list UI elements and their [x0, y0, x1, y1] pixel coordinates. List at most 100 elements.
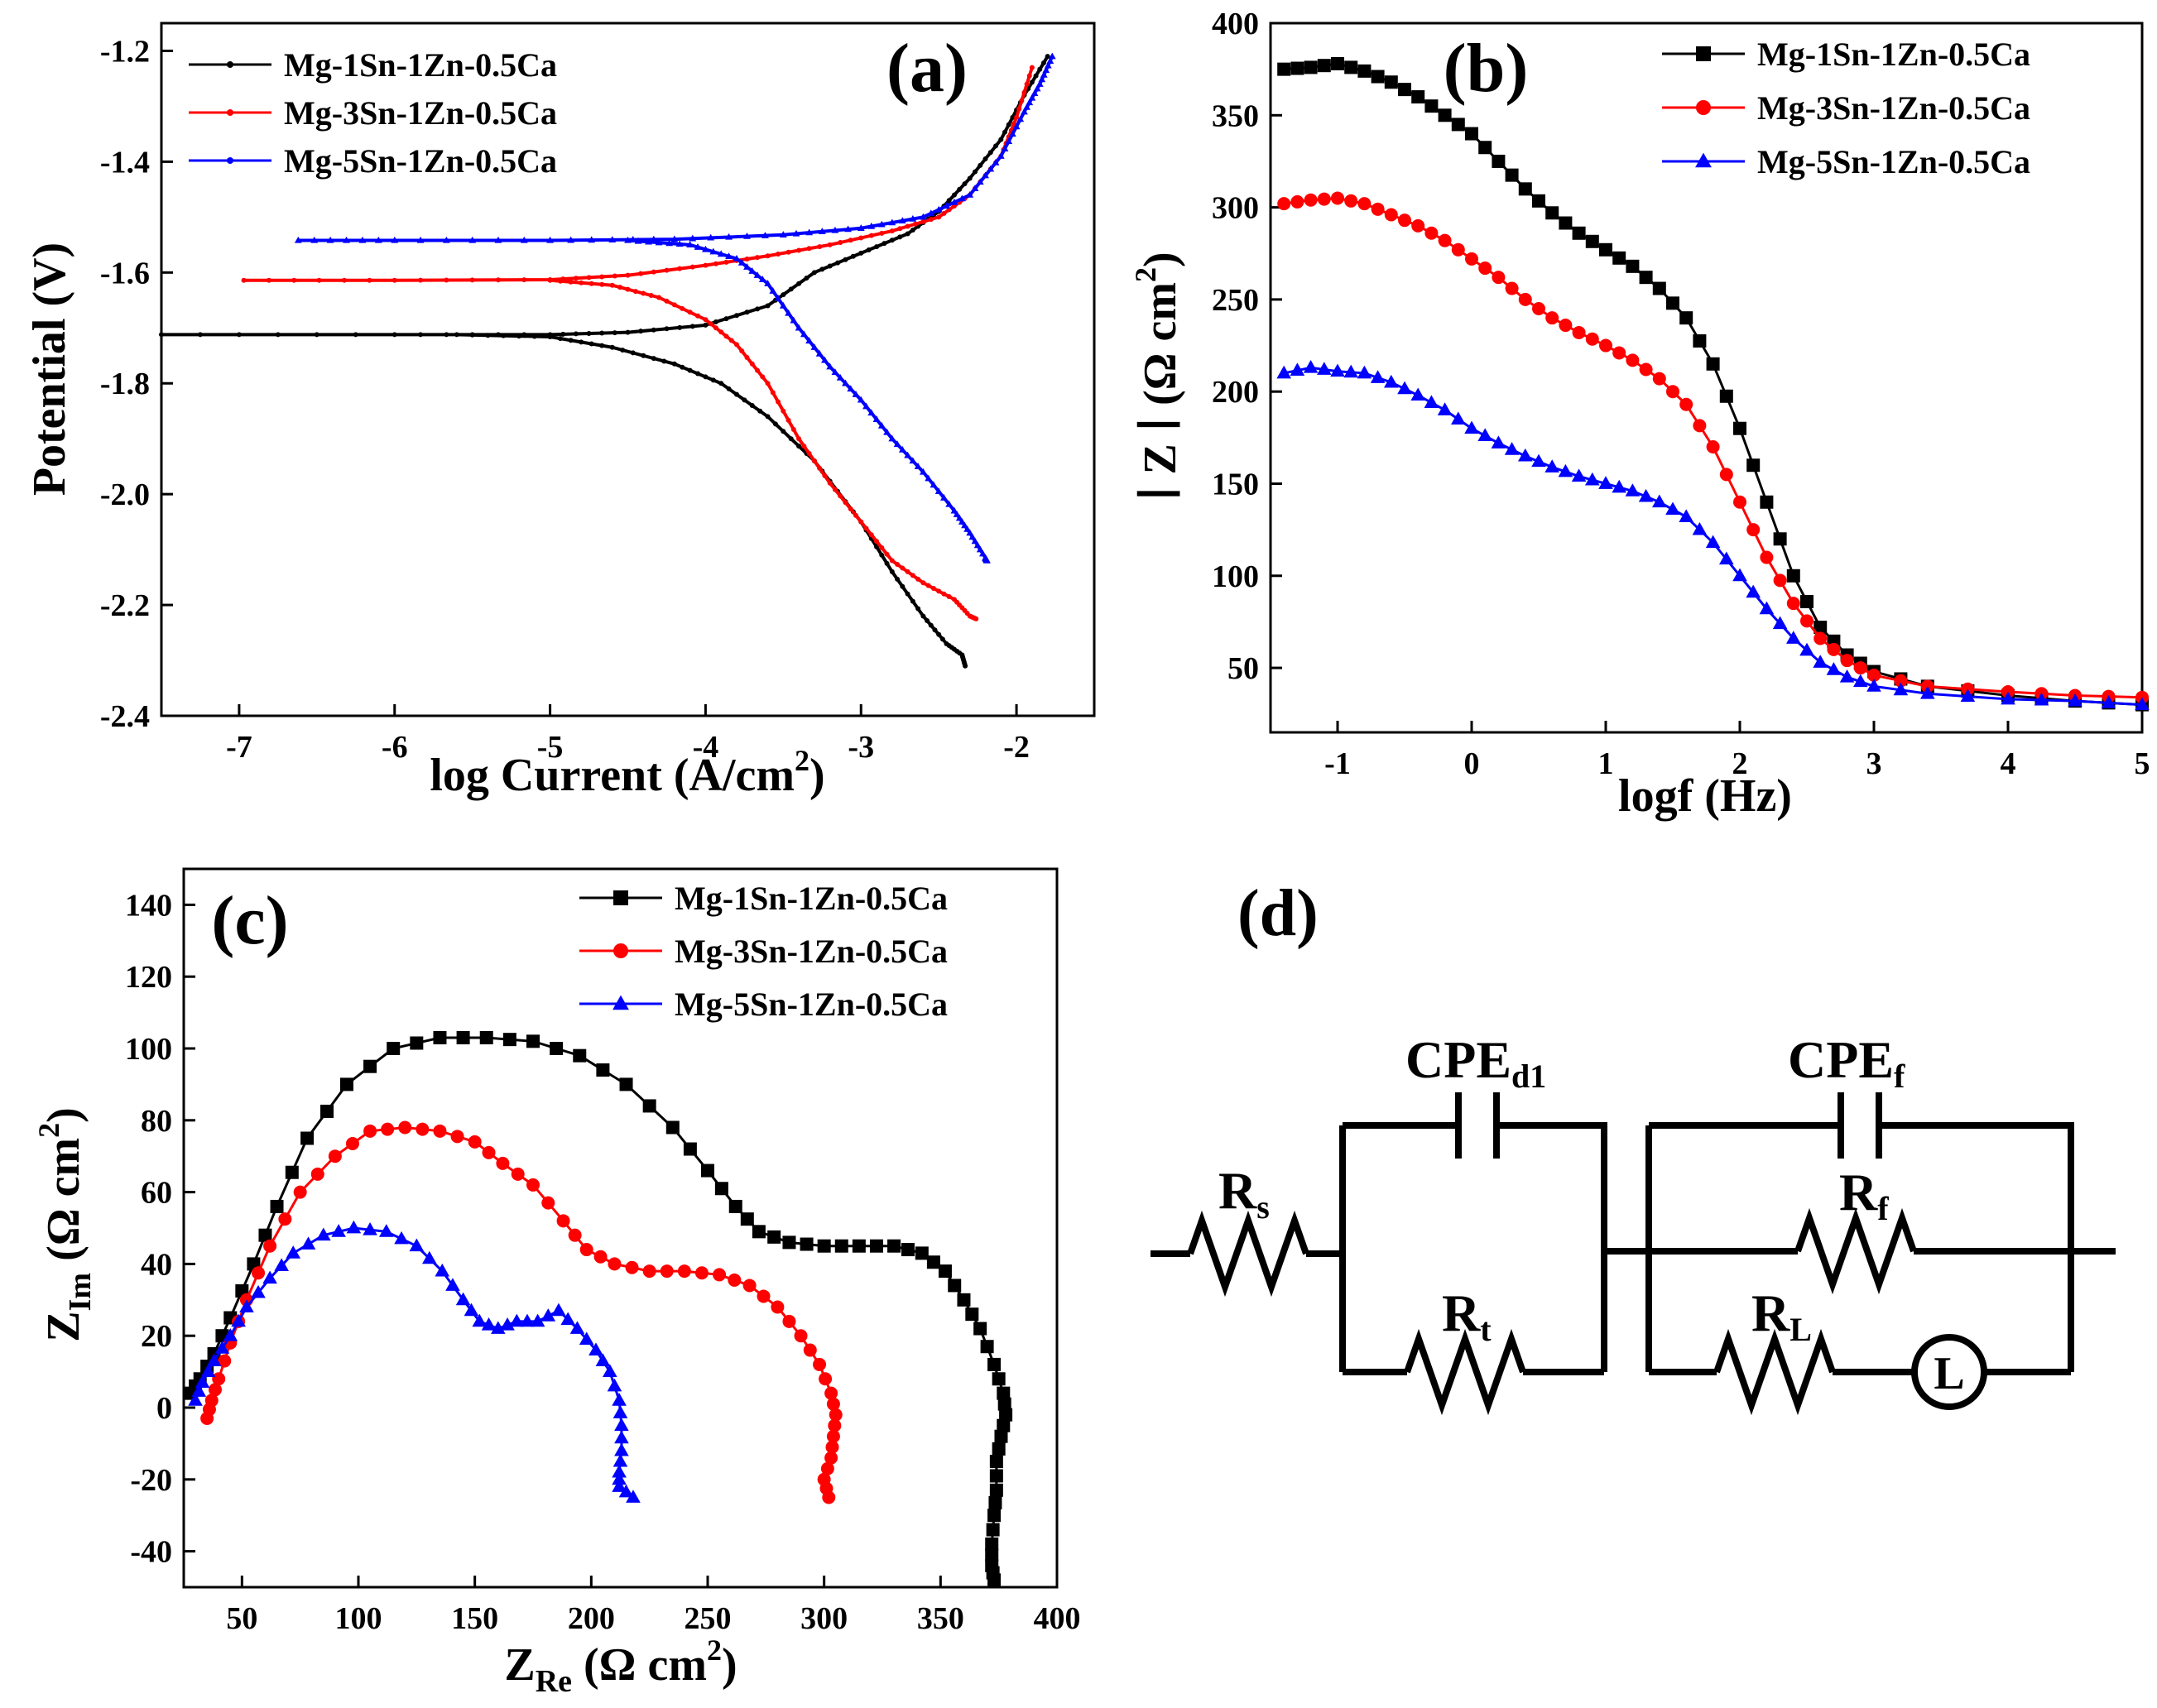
data-point — [1814, 631, 1828, 645]
data-point — [703, 322, 709, 328]
data-point — [316, 1227, 331, 1241]
data-point — [1038, 75, 1046, 83]
data-point — [938, 1264, 952, 1279]
data-point — [596, 1063, 610, 1077]
data-point — [785, 309, 792, 316]
y-tick-label: 60 — [141, 1176, 172, 1211]
data-point — [900, 565, 906, 571]
data-point — [456, 1030, 470, 1044]
legend-entry: Mg-1Sn-1Zn-0.5Ca — [675, 880, 948, 917]
data-point — [687, 367, 693, 373]
data-point — [868, 532, 874, 538]
data-point — [872, 415, 881, 422]
data-point — [1492, 271, 1506, 285]
x-tick-label: -7 — [226, 730, 252, 765]
circuit-wires — [1151, 1092, 2116, 1416]
data-point — [1652, 281, 1666, 295]
data-point — [987, 165, 995, 172]
data-point — [195, 1375, 210, 1389]
data-point — [1760, 495, 1774, 509]
data-point — [1799, 642, 1814, 656]
circuit-labels: Rs CPEd1 Rt CPEf Rf RL L — [1218, 1030, 1965, 1399]
data-point — [546, 236, 554, 243]
data-point — [988, 1496, 1002, 1510]
data-point — [363, 1059, 377, 1073]
data-point — [765, 381, 771, 386]
data-point — [1371, 202, 1385, 216]
data-point — [943, 202, 950, 209]
data-point — [472, 1313, 488, 1327]
x-tick-label: 200 — [568, 1601, 615, 1636]
data-point — [941, 210, 947, 216]
data-point — [1033, 73, 1039, 79]
data-point — [231, 1313, 246, 1327]
data-point — [879, 552, 885, 558]
x-tick-label: 3 — [1866, 746, 1882, 781]
data-point — [680, 305, 685, 311]
data-point — [1719, 468, 1733, 482]
data-point — [612, 1393, 627, 1406]
data-point — [625, 329, 631, 335]
data-point — [433, 1124, 447, 1138]
data-point — [236, 332, 242, 338]
data-point — [1559, 319, 1573, 333]
data-point — [1518, 182, 1532, 196]
data-point — [1585, 332, 1599, 346]
data-point — [1960, 688, 1976, 702]
data-point — [1491, 435, 1506, 449]
data-point — [757, 408, 763, 414]
data-point — [997, 1418, 1011, 1432]
data-point — [588, 1342, 603, 1355]
data-point — [733, 313, 739, 319]
x-tick-label: -4 — [693, 730, 719, 765]
data-point — [1021, 89, 1027, 95]
data-point — [614, 1430, 629, 1444]
y-tick-label: 40 — [141, 1247, 172, 1282]
data-point — [686, 241, 694, 248]
data-point — [971, 537, 979, 545]
data-point — [973, 616, 979, 621]
data-point — [491, 1321, 506, 1334]
data-point — [468, 236, 477, 243]
data-point — [843, 257, 848, 262]
data-point — [897, 234, 903, 240]
data-point — [992, 1442, 1006, 1456]
data-point — [946, 198, 952, 204]
data-point — [1411, 90, 1425, 104]
data-point — [1014, 114, 1020, 120]
data-point — [695, 371, 701, 377]
data-point — [867, 222, 876, 229]
data-point — [772, 421, 778, 427]
panel-label: (d) — [1237, 877, 1319, 950]
data-point — [941, 591, 947, 597]
data-point — [901, 1243, 915, 1257]
data-point — [889, 558, 895, 564]
data-point — [1598, 476, 1613, 489]
data-point — [1044, 61, 1052, 69]
data-point — [1652, 372, 1666, 386]
data-point — [1492, 154, 1506, 168]
data-point — [353, 332, 358, 338]
data-point — [796, 444, 802, 449]
data-point — [694, 243, 702, 250]
data-point — [1760, 550, 1774, 564]
data-point — [530, 1313, 545, 1327]
data-point — [825, 1440, 839, 1454]
data-point — [868, 233, 874, 238]
data-point — [618, 1484, 634, 1498]
data-point — [642, 1264, 656, 1279]
data-point — [826, 1397, 840, 1411]
data-point — [792, 229, 800, 237]
data-point — [1397, 381, 1412, 395]
data-point — [1826, 662, 1842, 675]
y-tick-label: 50 — [1227, 651, 1259, 686]
data-point — [1451, 411, 1466, 425]
data-point — [945, 500, 954, 507]
data-point — [818, 228, 826, 234]
data-point — [811, 458, 817, 463]
panel-c-nyquist-chart: 50 100 150 200 250 300 350 400 -40 -20 0 20 40 60 80 10… — [32, 867, 1081, 1699]
data-point — [910, 227, 915, 233]
data-point — [900, 583, 906, 589]
data-point — [683, 1142, 697, 1156]
y-tick-label: 350 — [1212, 98, 1259, 133]
